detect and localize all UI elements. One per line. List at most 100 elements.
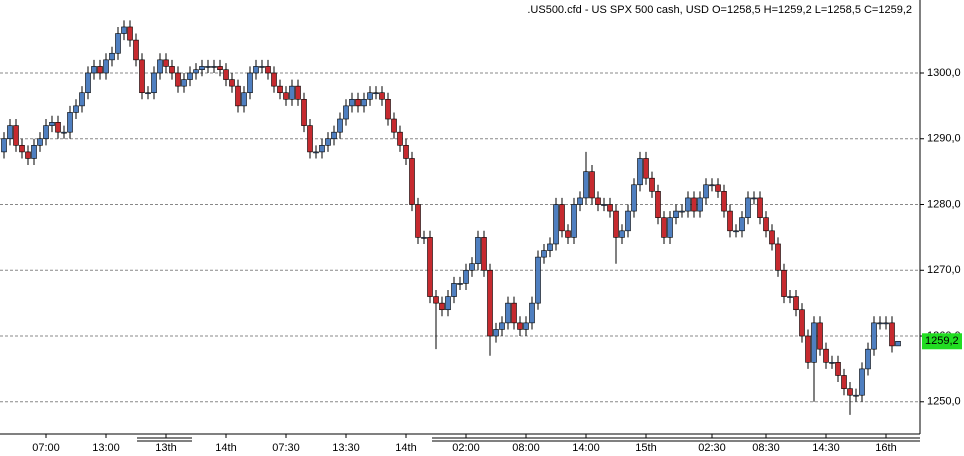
candle-body (43, 125, 49, 140)
candle-body (139, 59, 145, 94)
candle-body (349, 98, 355, 107)
candle-body (505, 302, 511, 324)
candle-body (73, 105, 79, 113)
candle-body (511, 302, 517, 324)
candle-body (601, 204, 607, 206)
candle-body (103, 59, 109, 74)
candle-body (187, 72, 193, 80)
candle-body (541, 250, 547, 258)
x-tick-label: 08:30 (752, 442, 780, 454)
candle-body (169, 66, 175, 74)
candle-body (109, 52, 115, 61)
candle-body (817, 322, 823, 350)
candle-body (571, 204, 577, 238)
candle-body (235, 85, 241, 107)
candle-body (415, 204, 421, 238)
x-tick-label: 14:30 (812, 442, 840, 454)
candle-body (223, 69, 229, 80)
candle-body (637, 158, 643, 186)
candle-body (559, 204, 565, 232)
candle-body (151, 72, 157, 94)
candle-body (37, 138, 43, 146)
candle-body (709, 184, 715, 187)
candle-body (829, 362, 835, 364)
candle-body (241, 92, 247, 107)
candle-body (31, 145, 37, 159)
x-tick-label: 13:00 (92, 442, 120, 454)
candle-body (247, 72, 253, 94)
candle-body (463, 269, 469, 284)
x-tick-label: 14th (215, 442, 236, 454)
candle-body (25, 151, 31, 159)
candle-body (301, 98, 307, 126)
candle-body (553, 204, 559, 245)
candle-body (781, 269, 787, 297)
candle-body (769, 230, 775, 245)
candle-body (577, 197, 583, 205)
candle-body (157, 59, 163, 74)
chart-title: .US500.cfd - US SPX 500 cash, USD O=1258… (527, 4, 912, 16)
candle-body (565, 230, 571, 238)
candle-body (181, 79, 187, 87)
candle-body (49, 122, 55, 126)
candle-body (271, 72, 277, 87)
candle-body (883, 322, 889, 325)
candle-body (343, 105, 349, 120)
candle-body (469, 263, 475, 271)
y-tick-label: 1250,0 (927, 396, 961, 408)
candle-body (367, 92, 373, 100)
candle-body (193, 69, 199, 74)
candle-body (229, 79, 235, 87)
candle-body (319, 145, 325, 153)
candle-body (355, 98, 361, 107)
candle-body (841, 375, 847, 389)
y-tick-label: 1290,0 (927, 133, 961, 145)
candle-body (295, 85, 301, 100)
candle-body (325, 138, 331, 146)
candle-body (163, 59, 169, 67)
candle-body (211, 66, 217, 68)
candle-body (175, 72, 181, 87)
x-tick-label: 02:00 (452, 442, 480, 454)
candle-body (1, 138, 7, 153)
candle-body (487, 269, 493, 337)
candle-body (391, 118, 397, 133)
y-tick-label: 1270,0 (927, 264, 961, 276)
candle-body (679, 210, 685, 213)
candle-body (835, 362, 841, 376)
candle-body (691, 197, 697, 212)
candle-body (517, 322, 523, 330)
candle-body (889, 322, 895, 347)
candle-body (481, 237, 487, 271)
candle-body (493, 329, 499, 337)
candle-body (589, 171, 595, 199)
candle-body (259, 66, 265, 68)
candle-body (19, 145, 25, 153)
candle-body (793, 296, 799, 311)
x-tick-label: 13:30 (332, 442, 360, 454)
candle-body (217, 66, 223, 71)
candle-body (253, 66, 259, 74)
candle-body (97, 66, 103, 74)
candle-body (403, 145, 409, 159)
candle-body (655, 191, 661, 218)
candle-body (727, 210, 733, 232)
x-tick-label: 08:00 (512, 442, 540, 454)
candle-body (775, 243, 781, 271)
candle-body (739, 217, 745, 232)
candle-body (331, 131, 337, 140)
candle-body (451, 283, 457, 297)
candle-body (133, 39, 139, 61)
candle-body (697, 197, 703, 212)
candle-body (307, 125, 313, 153)
x-tick-label: 16th (875, 442, 896, 454)
candle-body (805, 335, 811, 363)
candle-body (811, 322, 817, 363)
candle-body (55, 122, 61, 133)
candle-body (895, 340, 901, 347)
x-tick-label: 14th (395, 442, 416, 454)
candle-body (607, 204, 613, 212)
candle-body (421, 237, 427, 239)
candle-body (265, 66, 271, 74)
